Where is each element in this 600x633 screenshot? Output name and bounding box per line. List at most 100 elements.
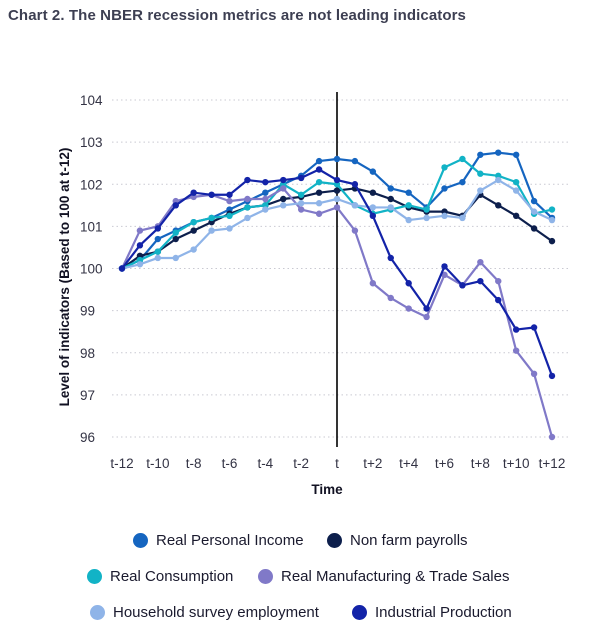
data-point — [351, 227, 359, 234]
data-point — [387, 254, 394, 262]
data-point — [333, 155, 341, 163]
data-point — [315, 178, 323, 186]
data-point — [190, 227, 197, 234]
data-point — [136, 242, 144, 249]
data-point — [459, 178, 466, 186]
data-point — [226, 212, 233, 220]
y-tick-label: 99 — [80, 304, 95, 319]
y-tick-labels: 104 103 102 101 100 99 98 97 96 — [80, 93, 103, 445]
data-point — [530, 370, 538, 378]
data-point — [208, 191, 215, 198]
data-point — [477, 277, 484, 285]
data-point — [477, 170, 484, 177]
series-layer — [118, 149, 556, 441]
series-real-consumption — [118, 155, 556, 272]
data-point — [315, 166, 323, 173]
data-point — [351, 202, 359, 209]
data-point — [512, 178, 520, 186]
x-tick-label: t+12 — [539, 456, 566, 471]
data-point — [154, 254, 162, 262]
y-tick-label: 101 — [80, 219, 103, 234]
data-point — [172, 202, 179, 209]
y-tick-label: 103 — [80, 135, 103, 150]
x-tick-label: t-10 — [146, 456, 169, 471]
data-point — [351, 157, 359, 165]
data-point — [512, 151, 520, 158]
x-tick-labels: t-12 t-10 t-8 t-6 t-4 t-2 t t+2 t+4 t+6 t+8 t+10 t+1… — [110, 456, 565, 471]
data-point — [477, 187, 484, 194]
data-point — [369, 168, 377, 175]
data-point — [530, 197, 538, 205]
y-tick-label: 97 — [80, 388, 95, 403]
series-household-survey-employment — [118, 176, 556, 272]
data-point — [315, 157, 323, 165]
data-point — [226, 225, 233, 232]
data-point — [512, 347, 520, 354]
data-point — [530, 225, 538, 232]
data-point — [190, 218, 197, 226]
data-point — [369, 204, 377, 211]
data-point — [280, 176, 287, 184]
data-point — [172, 254, 179, 262]
data-point — [154, 248, 162, 255]
data-point — [333, 176, 341, 184]
data-point — [136, 261, 144, 268]
series-industrial-production — [118, 166, 556, 380]
data-point — [190, 246, 197, 253]
data-point — [548, 206, 556, 213]
data-point — [405, 280, 412, 287]
data-point — [459, 282, 466, 289]
data-point — [387, 204, 394, 211]
x-tick-label: t+4 — [399, 456, 419, 471]
data-point — [297, 200, 305, 207]
data-point — [477, 258, 484, 266]
x-tick-label: t — [335, 456, 339, 471]
chart-title: Chart 2. The NBER recession metrics are … — [8, 7, 466, 24]
data-point — [333, 195, 341, 203]
data-point — [208, 214, 215, 222]
data-point — [423, 214, 430, 222]
data-point — [333, 204, 341, 211]
data-point — [512, 326, 520, 333]
y-tick-label: 104 — [80, 93, 103, 108]
data-point — [315, 200, 323, 207]
data-point — [226, 191, 233, 198]
data-point — [315, 210, 323, 217]
x-tick-label: t-8 — [186, 456, 202, 471]
data-point — [477, 151, 484, 158]
x-tick-label: t-4 — [257, 456, 273, 471]
data-point — [548, 372, 556, 380]
data-point — [441, 185, 448, 192]
data-point — [405, 216, 412, 224]
data-point — [297, 174, 305, 182]
data-point — [280, 195, 287, 203]
data-point — [495, 296, 502, 304]
data-point — [441, 271, 448, 279]
data-point — [226, 197, 233, 205]
data-point — [495, 202, 502, 209]
grid-lines — [112, 99, 570, 438]
data-point — [495, 176, 502, 184]
x-tick-label: t-12 — [110, 456, 133, 471]
data-point — [405, 305, 412, 312]
data-point — [297, 191, 305, 198]
data-point — [280, 185, 287, 192]
data-point — [244, 176, 251, 184]
y-tick-label: 100 — [80, 262, 103, 277]
data-point — [548, 237, 556, 245]
data-point — [548, 216, 556, 224]
x-tick-label: t+2 — [363, 456, 382, 471]
data-point — [333, 187, 341, 194]
data-point — [262, 206, 269, 213]
data-point — [154, 225, 162, 232]
data-point — [530, 324, 538, 331]
data-point — [172, 229, 179, 236]
data-point — [495, 149, 502, 156]
data-point — [441, 212, 448, 220]
data-point — [136, 227, 144, 234]
y-tick-label: 98 — [80, 346, 95, 361]
data-point — [315, 189, 323, 196]
data-point — [423, 305, 430, 312]
data-point — [154, 235, 162, 243]
